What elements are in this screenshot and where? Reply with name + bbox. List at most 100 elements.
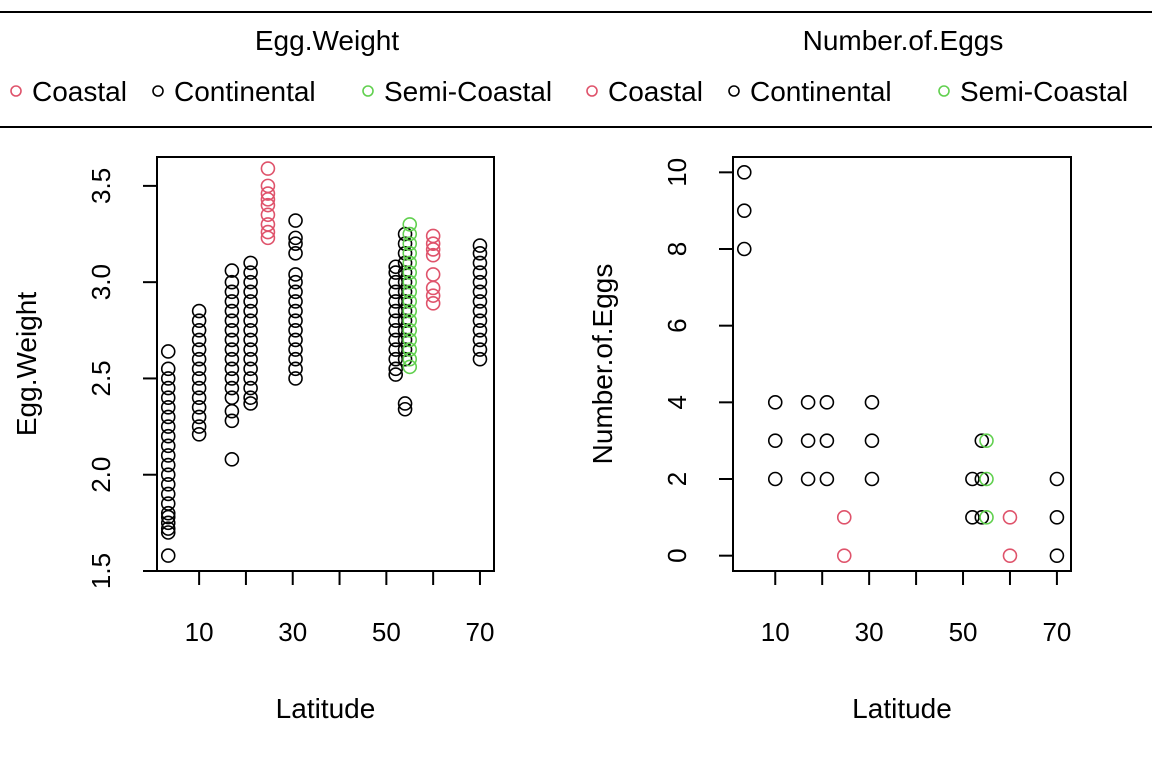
data-point-continental <box>243 255 258 271</box>
data-point-semi-coastal <box>402 332 418 348</box>
data-point-continental <box>191 400 207 415</box>
data-point-continental <box>191 323 207 338</box>
data-point-continental <box>160 486 176 502</box>
data-point-continental <box>160 438 176 454</box>
data-point-continental <box>974 433 990 448</box>
data-point-continental <box>224 413 240 429</box>
data-point-continental <box>472 274 488 290</box>
data-point-continental <box>160 428 176 444</box>
panels: 10 30 50 70 1.5 2.0 2.5 3.0 3.5 Latitude Egg.Weigh… <box>11 156 1072 724</box>
data-point-continental <box>800 471 816 487</box>
y-tick-label: 2.0 <box>86 457 116 493</box>
data-point-continental <box>243 396 258 411</box>
data-point-continental <box>767 395 783 410</box>
data-point-semi-coastal <box>979 433 994 448</box>
data-point-continental <box>397 401 413 417</box>
data-point-semi-coastal <box>402 265 418 280</box>
data-point-continental <box>224 342 240 357</box>
data-point-continental <box>472 303 488 319</box>
y-tick-label: 3.5 <box>86 168 116 204</box>
y-tick-label: 2 <box>662 472 692 486</box>
data-point-coastal <box>425 296 441 311</box>
data-point-coastal <box>260 197 276 213</box>
data-point-coastal <box>425 247 441 263</box>
data-point-continental <box>160 477 176 492</box>
data-point-continental <box>388 361 404 377</box>
data-point-continental <box>472 265 488 280</box>
data-point-continental <box>397 313 413 328</box>
data-point-continental <box>736 203 752 218</box>
data-point-continental <box>397 294 413 309</box>
x-axis-label: Latitude <box>852 693 952 724</box>
data-point-continental <box>224 263 240 278</box>
data-point-continental <box>243 274 258 290</box>
data-point-coastal <box>425 236 441 251</box>
data-point-continental <box>472 294 488 309</box>
data-point-continental <box>1049 548 1065 563</box>
data-point-continental <box>388 284 404 300</box>
data-point-continental <box>191 371 207 386</box>
data-point-continental <box>160 515 176 531</box>
legend-2: Number.of.Eggs Coastal Continental Semi-Coa… <box>586 25 1128 107</box>
data-point-continental <box>288 274 303 290</box>
data-point-continental <box>397 236 413 251</box>
data-point-continental <box>288 332 303 348</box>
data-point-continental <box>388 274 404 290</box>
data-point-continental <box>191 426 207 442</box>
data-point-continental <box>160 371 176 386</box>
data-point-continental <box>288 371 303 386</box>
data-point-coastal <box>260 186 276 201</box>
data-point-continental <box>224 284 240 300</box>
data-point-continental <box>974 510 990 525</box>
legend-symbol-semi-coastal-icon <box>362 85 374 97</box>
data-point-continental <box>243 313 258 328</box>
data-point-coastal <box>260 217 276 232</box>
data-point-continental <box>965 510 980 525</box>
x-axis-label: Latitude <box>276 693 376 724</box>
data-point-continental <box>472 238 488 253</box>
x-tick-label: 50 <box>949 617 978 647</box>
data-point-continental <box>243 380 258 396</box>
data-point-coastal <box>836 510 852 525</box>
points <box>736 165 1065 563</box>
legend-symbol-semi-coastal-icon <box>938 85 950 97</box>
data-point-continental <box>160 400 176 415</box>
data-point-continental <box>800 395 816 410</box>
data-point-continental <box>224 332 240 348</box>
data-point-continental <box>191 390 207 405</box>
data-point-coastal <box>260 207 276 223</box>
legend-symbol-coastal-icon <box>10 85 22 97</box>
data-point-continental <box>767 471 783 487</box>
data-point-continental <box>160 505 176 521</box>
data-point-semi-coastal <box>402 294 418 309</box>
data-point-continental <box>224 361 240 377</box>
data-point-continental <box>160 467 176 483</box>
data-point-continental <box>472 323 488 338</box>
data-point-coastal <box>260 178 276 194</box>
data-point-coastal <box>425 267 441 282</box>
data-point-semi-coastal <box>979 510 994 525</box>
data-point-coastal <box>836 548 852 563</box>
data-point-continental <box>472 313 488 328</box>
x-tick-label: 10 <box>185 617 214 647</box>
x-tick-label: 70 <box>465 617 494 647</box>
legend-entry-coastal: Coastal <box>32 76 127 107</box>
data-point-continental <box>288 236 303 251</box>
data-point-continental <box>224 294 240 309</box>
data-point-continental <box>243 294 258 309</box>
data-point-continental <box>388 303 404 319</box>
data-point-continental <box>397 226 413 242</box>
data-point-coastal <box>425 280 441 296</box>
x-tick-label: 10 <box>761 617 790 647</box>
data-point-continental <box>288 213 303 228</box>
y-tick-label: 6 <box>662 318 692 332</box>
data-point-continental <box>1049 471 1065 487</box>
data-point-continental <box>397 265 413 280</box>
data-point-continental <box>243 361 258 377</box>
data-point-semi-coastal <box>402 323 418 338</box>
data-point-coastal <box>425 228 441 244</box>
legend-area: Egg.Weight Coastal Continental Semi-Coastal… <box>0 11 1152 128</box>
x-tick-label: 50 <box>372 617 401 647</box>
y-tick-label: 10 <box>662 158 692 187</box>
points <box>160 161 488 563</box>
